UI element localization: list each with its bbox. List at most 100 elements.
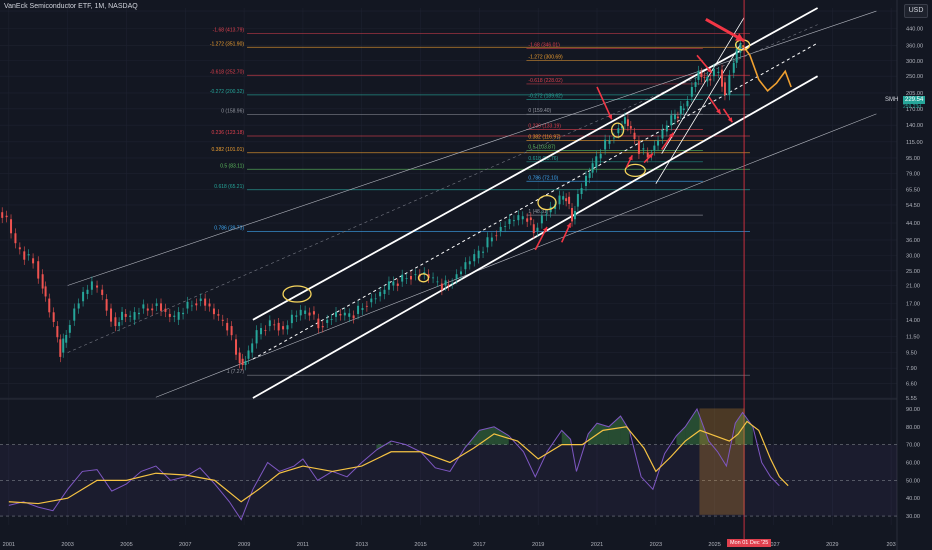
candle-body: [1, 212, 4, 218]
candle-body: [545, 214, 548, 216]
rsi-line: [8, 407, 780, 521]
candle-body: [700, 72, 703, 78]
candle-body: [504, 226, 507, 227]
fib-level-label: 1 (7.27): [227, 369, 245, 375]
candle-body: [308, 312, 311, 316]
candle-body: [732, 62, 735, 73]
candle-body: [673, 114, 676, 120]
time-axis-label: 2003: [61, 542, 73, 548]
candle-body: [114, 317, 117, 327]
candle-body: [464, 262, 467, 270]
price-axis-label: 7.90: [906, 366, 917, 372]
candle-body: [238, 352, 241, 364]
candle-body: [121, 311, 124, 321]
price-axis-label: 79.00: [906, 172, 920, 178]
red-arrow-head: [648, 153, 653, 159]
candle-body: [190, 305, 193, 307]
rsi-overbought-fill: [561, 430, 571, 445]
candle-body: [451, 283, 454, 285]
time-axis-label: 2017: [473, 542, 485, 548]
time-axis-label: 2021: [591, 542, 603, 548]
red-arrow-head: [735, 33, 745, 41]
candle-body: [595, 156, 598, 168]
candle-body: [208, 303, 211, 307]
time-axis-label: 2001: [3, 542, 15, 548]
rsi-overbought-fill: [479, 426, 495, 445]
candle-body: [317, 318, 320, 329]
candle-body: [423, 272, 426, 275]
price-axis-label: 30.00: [906, 253, 920, 259]
candle-body: [387, 281, 390, 290]
candle-body: [568, 196, 571, 204]
candle-body: [401, 274, 404, 282]
candle-body: [588, 172, 591, 178]
candle-body: [374, 298, 377, 300]
fib-level-label: 0 (158.96): [221, 108, 244, 114]
price-axis-label: 21.00: [906, 284, 920, 290]
candle-body: [352, 315, 355, 319]
candle-body: [221, 319, 224, 321]
fib-level-label: -0.272 (189.62): [528, 94, 563, 100]
candle-body: [623, 117, 626, 124]
candle-body: [264, 330, 267, 331]
candle-body: [599, 153, 602, 159]
price-axis-label: 95.00: [906, 156, 920, 162]
candle-body: [490, 237, 493, 242]
candle-body: [199, 298, 202, 301]
time-axis-label: 2005: [120, 542, 132, 548]
candle-body: [657, 140, 660, 146]
candle-body: [414, 274, 417, 276]
fib-level-label: 0.236 (133.19): [528, 123, 561, 129]
time-axis-label: 2025: [708, 542, 720, 548]
candle-body: [212, 308, 215, 315]
candle-body: [392, 281, 395, 286]
last-price-sub: 259 23d: [903, 104, 922, 110]
candle-body: [260, 328, 263, 335]
price-axis-label: 440.00: [906, 26, 923, 32]
candle-body: [447, 284, 450, 286]
rsi-axis-label: 70.00: [906, 443, 920, 449]
candle-body: [282, 326, 285, 330]
candle-body: [735, 48, 738, 63]
highlight-ellipse: [610, 122, 625, 138]
symbol-title[interactable]: VanEck Semiconductor ETF, 1M, NASDAQ: [4, 3, 138, 10]
candle-body: [335, 311, 338, 317]
candle-body: [168, 313, 171, 317]
candle-body: [186, 301, 189, 309]
red-arrow-shaft: [596, 86, 613, 120]
candle-body: [608, 140, 611, 144]
candle-body: [584, 175, 587, 186]
candle-body: [151, 308, 154, 311]
candle-body: [617, 128, 620, 134]
price-axis-label: 36.00: [906, 238, 920, 244]
candle-body: [717, 71, 720, 73]
price-axis-label: 205.00: [906, 91, 923, 97]
candle-body: [697, 70, 700, 80]
price-axis-label: 65.50: [906, 187, 920, 193]
outer-midline: [67, 24, 818, 353]
candle-body: [343, 312, 346, 316]
red-arrow-head: [727, 117, 733, 123]
candle-body: [495, 235, 498, 237]
candle-body: [432, 277, 435, 279]
rsi-overbought-fill: [685, 408, 698, 445]
candle-body: [255, 330, 258, 344]
candle-body: [536, 227, 539, 232]
candle-body: [686, 100, 689, 107]
price-axis-label: 6.60: [906, 381, 917, 387]
price-axis-label: 54.50: [906, 203, 920, 209]
time-axis-label: 2007: [179, 542, 191, 548]
price-axis-label: 115.00: [906, 140, 923, 146]
price-axis-label: 170.00: [906, 107, 923, 113]
candle-body: [73, 308, 76, 321]
currency-badge[interactable]: USD: [904, 4, 928, 18]
projection-path: [741, 44, 792, 93]
candle-body: [41, 274, 44, 289]
candle-body: [118, 322, 121, 327]
candle-body: [37, 261, 40, 279]
candle-body: [235, 339, 238, 355]
candle-body: [661, 129, 664, 139]
candle-body: [637, 141, 640, 154]
candle-body: [646, 152, 649, 158]
